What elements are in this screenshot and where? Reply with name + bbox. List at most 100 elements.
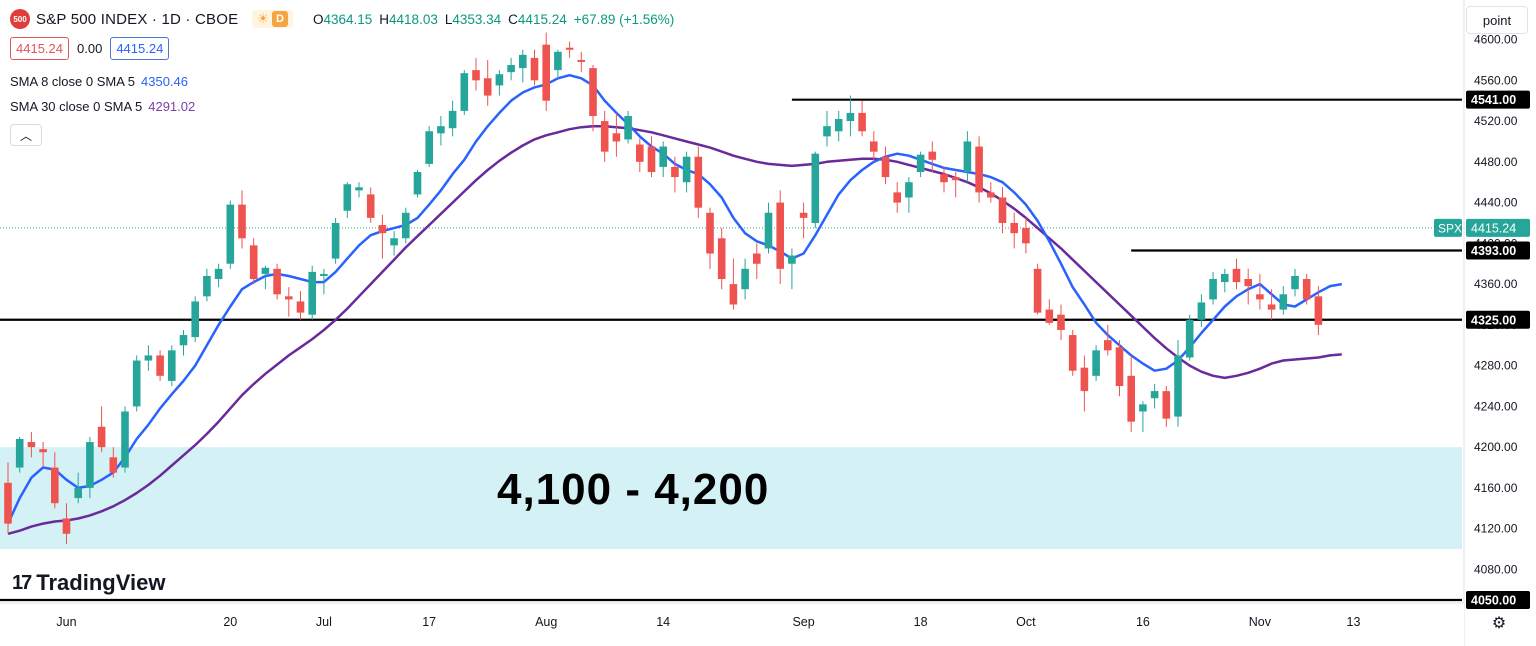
candle[interactable]	[1045, 299, 1054, 325]
candle[interactable]	[577, 51, 586, 73]
scale-mode-button[interactable]: point	[1466, 6, 1528, 34]
candle[interactable]	[612, 112, 621, 157]
candle[interactable]	[600, 110, 609, 162]
candle[interactable]	[1244, 268, 1252, 305]
sell-price-box[interactable]: 4415.24	[10, 37, 69, 60]
candle[interactable]	[1209, 271, 1217, 305]
candle[interactable]	[893, 182, 901, 213]
candle[interactable]	[1302, 273, 1311, 305]
candle[interactable]	[437, 115, 445, 146]
candle[interactable]	[495, 70, 504, 96]
candle[interactable]	[1115, 340, 1124, 397]
candle[interactable]	[15, 436, 24, 473]
candle[interactable]	[671, 156, 679, 193]
candle[interactable]	[1033, 263, 1042, 315]
candle[interactable]	[916, 151, 925, 178]
candle[interactable]	[191, 296, 199, 343]
candle[interactable]	[62, 503, 71, 544]
candle[interactable]	[659, 141, 667, 178]
candle[interactable]	[132, 355, 141, 412]
candle[interactable]	[1185, 314, 1194, 361]
candle[interactable]	[156, 350, 164, 381]
candle[interactable]	[975, 136, 983, 203]
candle[interactable]	[179, 329, 188, 356]
candle[interactable]	[1279, 286, 1288, 315]
candle[interactable]	[261, 265, 270, 290]
candle[interactable]	[636, 138, 644, 173]
candle[interactable]	[729, 258, 738, 310]
candle[interactable]	[168, 345, 176, 387]
indicator-sma-30[interactable]: SMA 30 close 0 SMA 5 4291.02	[10, 99, 195, 114]
candle[interactable]	[74, 472, 82, 504]
candle[interactable]	[109, 447, 118, 478]
candle[interactable]	[1068, 329, 1077, 376]
tradingview-logo[interactable]: 17 TradingView	[12, 570, 165, 596]
candle[interactable]	[1267, 289, 1276, 320]
candle[interactable]	[905, 177, 913, 213]
candle[interactable]	[694, 146, 703, 218]
candle[interactable]	[378, 214, 387, 259]
candle[interactable]	[799, 202, 808, 239]
candle[interactable]	[717, 228, 726, 290]
candle[interactable]	[507, 57, 515, 81]
candle[interactable]	[273, 263, 281, 300]
candle[interactable]	[343, 182, 352, 218]
candle[interactable]	[27, 431, 36, 458]
candle[interactable]	[121, 406, 129, 473]
candle[interactable]	[776, 190, 784, 285]
buy-price-box[interactable]: 4415.24	[110, 37, 170, 60]
candle[interactable]	[1221, 268, 1229, 293]
candle[interactable]	[682, 151, 691, 193]
candle[interactable]	[741, 258, 749, 300]
candle[interactable]	[624, 110, 632, 144]
candle[interactable]	[1139, 401, 1147, 432]
candle[interactable]	[448, 100, 457, 137]
candle[interactable]	[1057, 304, 1065, 341]
candle[interactable]	[4, 462, 12, 534]
candle[interactable]	[402, 207, 410, 244]
candle[interactable]	[764, 202, 773, 254]
candle[interactable]	[940, 166, 948, 193]
candle[interactable]	[647, 136, 656, 178]
candle[interactable]	[238, 190, 246, 249]
candle[interactable]	[472, 57, 480, 91]
candle[interactable]	[542, 32, 550, 111]
candle[interactable]	[706, 207, 714, 269]
candle[interactable]	[788, 248, 796, 290]
candle[interactable]	[144, 345, 153, 371]
candle[interactable]	[51, 452, 59, 509]
indicator-sma-8[interactable]: SMA 8 close 0 SMA 5 4350.46	[10, 74, 188, 89]
candle[interactable]	[425, 126, 433, 167]
candle[interactable]	[881, 146, 890, 185]
collapse-legend-button[interactable]: ︿	[10, 124, 42, 146]
candle[interactable]	[870, 131, 878, 162]
candle[interactable]	[331, 217, 340, 264]
candle[interactable]	[1291, 268, 1299, 297]
candle[interactable]	[86, 436, 94, 499]
candle[interactable]	[565, 41, 574, 58]
candle[interactable]	[483, 59, 492, 106]
candle[interactable]	[1150, 383, 1159, 409]
candle[interactable]	[823, 110, 831, 147]
candle[interactable]	[554, 49, 562, 79]
candle[interactable]	[753, 243, 761, 280]
candle[interactable]	[530, 49, 539, 86]
candle[interactable]	[97, 406, 106, 453]
candle[interactable]	[249, 238, 258, 285]
symbol-title[interactable]: S&P 500 INDEX · 1D · CBOE	[36, 10, 239, 28]
candle[interactable]	[226, 200, 235, 269]
time-axis-bg[interactable]	[0, 603, 1464, 646]
candle[interactable]	[987, 182, 995, 203]
candle[interactable]	[460, 70, 469, 115]
candle[interactable]	[963, 131, 972, 183]
candle[interactable]	[1162, 386, 1171, 427]
candle[interactable]	[355, 182, 363, 198]
candle[interactable]	[320, 268, 328, 295]
candle[interactable]	[366, 187, 375, 223]
candle[interactable]	[1104, 324, 1112, 356]
candle[interactable]	[998, 187, 1007, 234]
candle[interactable]	[413, 169, 422, 198]
candle[interactable]	[1232, 258, 1241, 290]
candle[interactable]	[1314, 286, 1323, 336]
candle[interactable]	[858, 100, 866, 137]
